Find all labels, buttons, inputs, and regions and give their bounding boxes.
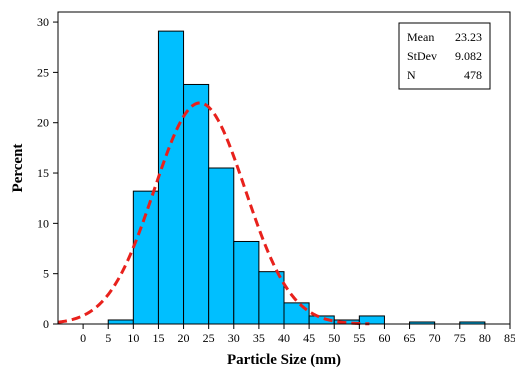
x-tick-label: 20 (178, 331, 190, 345)
y-axis-title: Percent (10, 144, 26, 193)
histogram-bar (283, 302, 310, 325)
x-tick-label: 55 (353, 331, 365, 345)
y-tick-label: 30 (37, 15, 49, 29)
histogram-bar (157, 30, 185, 325)
histogram-bar (358, 315, 385, 325)
histogram-bar (107, 319, 134, 325)
stat-label: N (407, 68, 416, 82)
y-tick-label: 15 (37, 166, 49, 180)
histogram-bar (258, 271, 285, 325)
x-tick-label: 15 (152, 331, 164, 345)
x-tick-label: 85 (504, 331, 515, 345)
x-tick-label: 50 (328, 331, 340, 345)
x-tick-label: 80 (479, 331, 491, 345)
stat-value: 23.23 (455, 30, 482, 44)
x-tick-label: 60 (378, 331, 390, 345)
x-axis-title: Particle Size (nm) (227, 352, 341, 368)
histogram-bar (233, 240, 260, 325)
y-tick-label: 20 (37, 116, 49, 130)
x-tick-label: 0 (80, 331, 86, 345)
x-tick-label: 40 (278, 331, 290, 345)
histogram-bar (183, 83, 210, 325)
stat-label: StDev (407, 49, 437, 63)
stats-box: Mean 23.23 StDev 9.082 N 478 (398, 22, 491, 90)
x-tick-label: 10 (127, 331, 139, 345)
y-tick-label: 10 (37, 216, 49, 230)
normal-fit-curve (57, 101, 370, 326)
y-tick-label: 0 (43, 317, 49, 331)
histogram-bar (208, 167, 235, 325)
ticks-layer: 0 5 10 15 20 25 30 35 40 45 50 55 60 65 70 75 80 85 0 5 10 15… (37, 15, 515, 345)
y-tick-label: 25 (37, 65, 49, 79)
stat-value: 478 (464, 68, 482, 82)
stat-label: Mean (407, 30, 434, 44)
x-tick-label: 25 (203, 331, 215, 345)
x-tick-label: 35 (253, 331, 265, 345)
stats-box-frame (398, 22, 491, 90)
x-tick-label: 45 (303, 331, 315, 345)
normal-fit-layer (57, 101, 370, 326)
x-tick-label: 70 (429, 331, 441, 345)
histogram-bar (132, 190, 159, 325)
x-tick-label: 5 (105, 331, 111, 345)
x-tick-label: 75 (454, 331, 466, 345)
x-tick-label: 30 (228, 331, 240, 345)
bars-layer (107, 30, 486, 325)
x-tick-label: 65 (404, 331, 416, 345)
stat-value: 9.082 (455, 49, 482, 63)
y-tick-label: 5 (43, 267, 49, 281)
